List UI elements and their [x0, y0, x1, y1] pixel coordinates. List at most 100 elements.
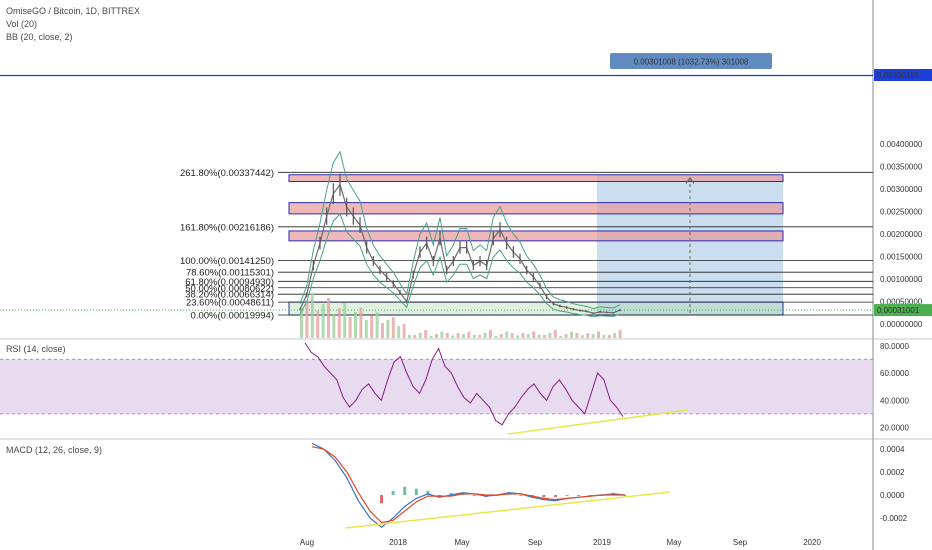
volume-bar	[348, 317, 352, 338]
volume-bar	[343, 302, 347, 338]
price-axis-tick: 0.00150000	[880, 253, 923, 262]
volume-bar	[402, 323, 406, 338]
volume-bar	[580, 335, 584, 338]
volume-bar	[332, 314, 336, 338]
price-axis-tick: 0.00250000	[880, 208, 923, 217]
volume-bar	[478, 335, 482, 338]
volume-bar	[553, 330, 557, 338]
rsi-line	[304, 342, 624, 426]
price-axis-tick: 0.00000000	[880, 320, 923, 329]
volume-bar	[613, 332, 617, 338]
volume-bar	[537, 334, 541, 338]
volume-bar	[510, 333, 514, 338]
volume-bar	[364, 320, 368, 338]
macd-histogram-bar	[426, 490, 430, 495]
volume-bar	[472, 334, 476, 338]
volume-bar	[559, 336, 563, 338]
volume-bar	[505, 331, 509, 338]
resistance-zone	[288, 174, 784, 183]
time-axis-tick: 2019	[593, 538, 611, 547]
volume-bar	[424, 330, 428, 338]
resistance-zone	[288, 230, 784, 242]
macd-histogram-bar	[565, 495, 569, 496]
bb-lower-line	[299, 212, 621, 318]
volume-bar	[564, 334, 568, 338]
time-axis-tick: May	[666, 538, 681, 547]
projection-label: 0.00301008 (1032.73%) 301008	[634, 58, 749, 67]
price-axis-tick: 0.00200000	[880, 230, 923, 239]
fib-level-label: 100.00%(0.00141250)	[180, 256, 274, 267]
volume-bar	[391, 317, 395, 338]
rsi-axis-tick: 20.0000	[880, 424, 909, 433]
macd-axis-tick: 0.0002	[880, 468, 905, 477]
volume-bar	[310, 293, 314, 338]
fib-level-label: 161.80%(0.00216186)	[180, 222, 274, 233]
time-axis-tick: Sep	[733, 538, 748, 547]
fib-level-label: 78.60%(0.00115301)	[186, 268, 274, 279]
rsi-axis-tick: 80.0000	[880, 342, 909, 351]
rsi-band	[0, 359, 873, 414]
fib-level-label: 261.80%(0.00337442)	[180, 168, 274, 179]
volume-bar	[575, 333, 579, 338]
price-axis-tick: 0.00350000	[880, 163, 923, 172]
macd-histogram-bar	[391, 490, 395, 495]
price-axis-tick: 0.00100000	[880, 275, 923, 284]
projection-arrow-head	[685, 176, 695, 185]
last-price-tag-label: 0.00031001	[877, 306, 920, 315]
time-axis-tick: Sep	[528, 538, 543, 547]
volume-bar	[494, 336, 498, 338]
rsi-legend: RSI (14, close)	[6, 344, 66, 354]
macd-histogram-bar	[542, 495, 546, 498]
volume-bar	[440, 331, 444, 338]
macd-histogram-bar	[403, 486, 407, 495]
volume-bar	[337, 308, 341, 338]
fib-level-label: 50.00%(0.00080622)	[185, 283, 274, 294]
volume-bar	[618, 330, 622, 338]
volume-bar	[327, 298, 330, 338]
volume-bar	[462, 334, 465, 338]
volume-bar	[483, 332, 487, 338]
volume-bar	[300, 308, 303, 338]
volume-bar	[489, 330, 492, 338]
fib-level-label: 61.80%(0.00094930)	[185, 277, 274, 288]
volume-bar	[375, 312, 379, 338]
volume-bar	[370, 315, 374, 338]
bb-upper-line	[299, 150, 621, 310]
support-zone	[288, 301, 784, 316]
volume-bar	[548, 332, 552, 338]
price-axis-tick: 0.00050000	[880, 298, 923, 307]
bb-legend: BB (20, close, 2)	[6, 32, 73, 42]
volume-bar	[397, 326, 401, 338]
volume-bar	[467, 331, 471, 338]
time-axis-tick: Aug	[300, 538, 314, 547]
volume-bar	[451, 335, 455, 338]
volume-bar	[602, 334, 606, 338]
macd-histogram-bar	[519, 495, 523, 496]
macd-axis-tick: 0.0004	[880, 445, 905, 454]
volume-bar	[386, 319, 390, 338]
volume-bar	[413, 335, 417, 338]
rsi-axis-tick: 60.0000	[880, 369, 909, 378]
volume-bar	[418, 332, 422, 338]
volume-bar	[359, 307, 363, 338]
volume-bar	[597, 331, 600, 338]
time-axis-tick: 2020	[803, 538, 821, 547]
volume-bar	[586, 333, 590, 338]
volume-bar	[408, 334, 411, 338]
macd-legend: MACD (12, 26, close, 9)	[6, 445, 103, 455]
volume-bar	[591, 334, 595, 338]
macd-histogram-bar	[553, 495, 557, 498]
signal-line	[311, 446, 625, 524]
fib-level-label: 23.60%(0.00048611)	[186, 298, 274, 309]
volume-bar	[526, 334, 530, 338]
marked-price-tag	[874, 69, 932, 81]
projection-label-bg	[610, 53, 772, 69]
price-axis-tick: 0.00400000	[880, 140, 923, 149]
volume-bar	[381, 323, 384, 338]
price-axis-tick: 0.00300000	[880, 185, 923, 194]
volume-bar	[456, 333, 460, 338]
macd-histogram-bar	[577, 495, 581, 496]
volume-bar	[321, 304, 325, 338]
